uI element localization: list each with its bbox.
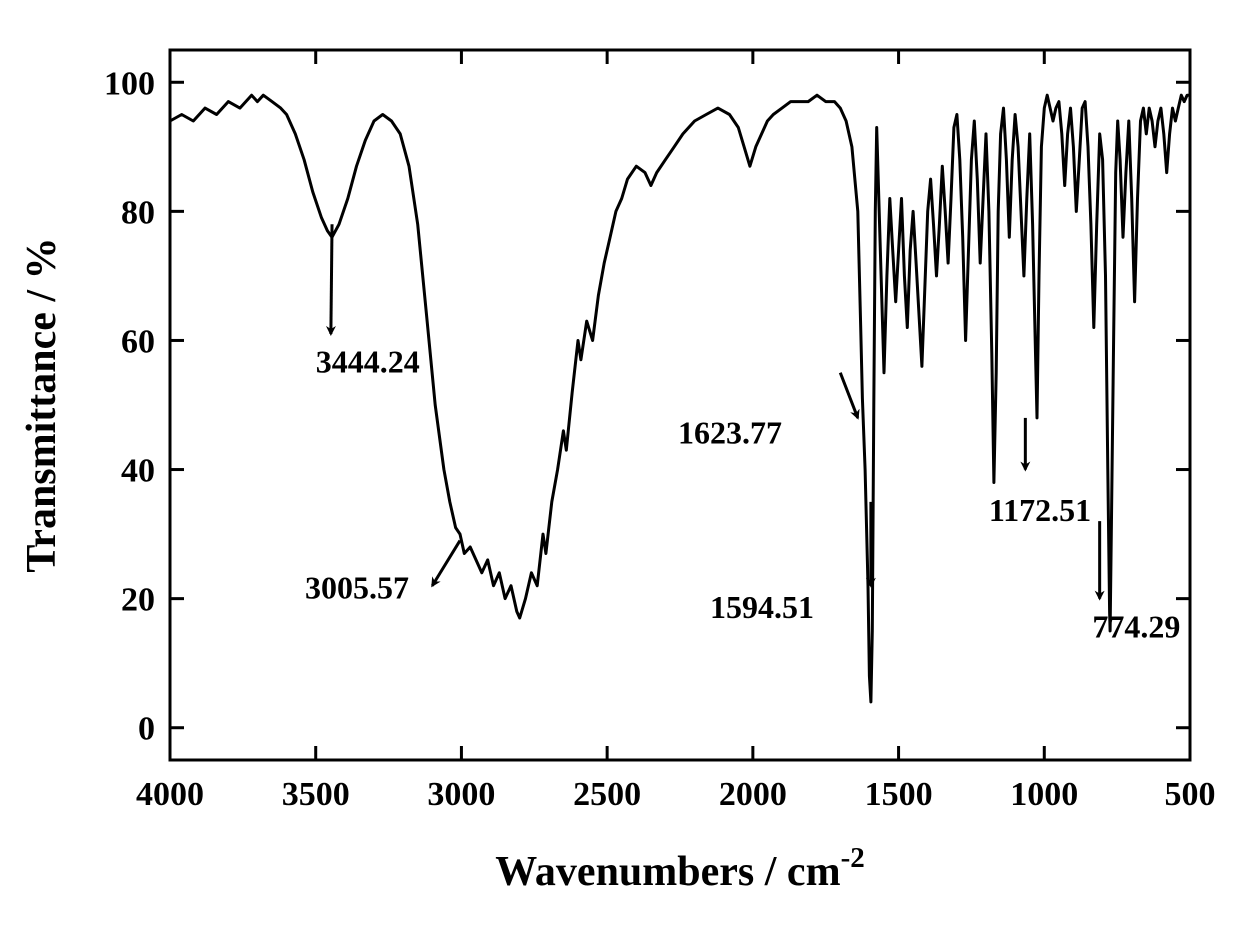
peak-label: 1172.51: [989, 492, 1091, 528]
y-tick-label: 100: [104, 65, 155, 102]
x-tick-label: 2000: [719, 776, 787, 813]
peak-label: 1594.51: [710, 589, 814, 625]
x-tick-label: 3000: [427, 776, 495, 813]
peak-annotations: 3444.24 3005.57 1623.77 1594.51 1172.51 774.2…: [305, 224, 1180, 644]
x-axis-label: Wavenumbers / cm-2: [495, 842, 864, 895]
ir-spectrum-chart: 4000 3500 3000 2500 2000 1500 1000 500 0 20 40 60 8…: [0, 0, 1240, 952]
y-tick-label: 60: [121, 323, 155, 360]
y-axis-label: Transmittance / %: [19, 237, 65, 572]
x-tick-label: 4000: [136, 776, 204, 813]
y-tick-label: 0: [138, 711, 155, 748]
x-ticks: 4000 3500 3000 2500 2000 1500 1000 500: [136, 50, 1216, 813]
x-tick-label: 500: [1165, 776, 1216, 813]
svg-text:Wavenumbers / cm-2: Wavenumbers / cm-2: [495, 842, 864, 895]
x-tick-label: 2500: [573, 776, 641, 813]
y-tick-label: 80: [121, 194, 155, 231]
peak-arrow: [331, 224, 332, 334]
peak-label: 3444.24: [316, 344, 420, 380]
x-tick-label: 1500: [865, 776, 933, 813]
x-tick-label: 3500: [282, 776, 350, 813]
peak-label: 1623.77: [678, 415, 782, 451]
y-tick-label: 20: [121, 582, 155, 619]
peak-label: 3005.57: [305, 570, 409, 606]
spectrum-line: [170, 95, 1190, 702]
y-tick-label: 40: [121, 453, 155, 490]
peak-arrow: [840, 373, 857, 418]
x-tick-label: 1000: [1010, 776, 1078, 813]
peak-arrow: [432, 541, 460, 586]
peak-label: 774.29: [1092, 608, 1180, 644]
